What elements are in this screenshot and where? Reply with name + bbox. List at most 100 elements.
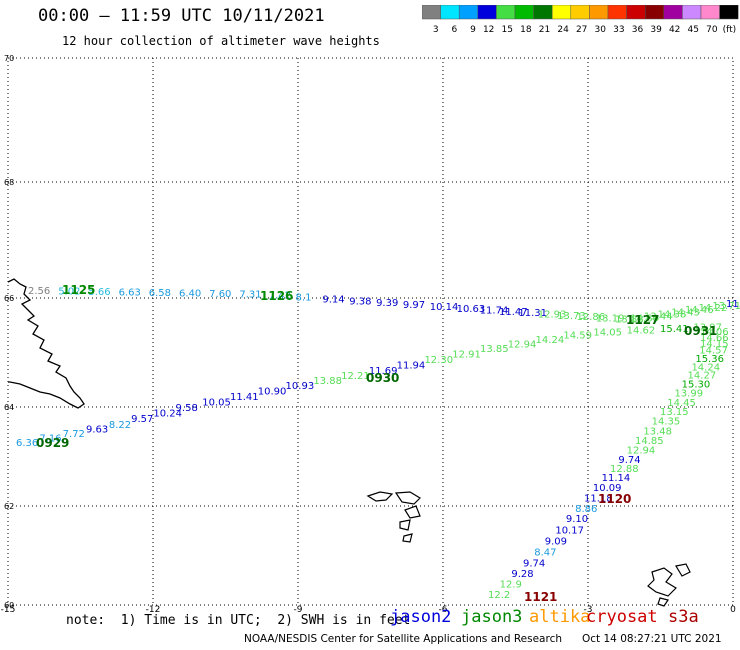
lat-tick-label: 66 [4, 294, 14, 303]
swh-value-label: 14.24 [691, 362, 720, 373]
swh-value-label: 13.19 [596, 313, 625, 324]
swh-value-label: 13.71 [712, 301, 740, 312]
swh-value-label: 7.72 [63, 429, 85, 440]
swh-value-label: 2.56 [28, 286, 50, 297]
swh-value-label: 14.05 [593, 327, 622, 338]
note-text: note: 1) Time is in UTC; 2) SWH is in fe… [66, 613, 411, 628]
pass-time-label: 0929 [36, 436, 69, 450]
swh-value-label: 9.57 [131, 414, 153, 425]
swh-value-label: 12.93 [538, 310, 567, 321]
swh-value-label: 12.21 [341, 371, 370, 382]
swh-value-label: 11.69 [369, 366, 398, 377]
swh-value-label: 6.40 [179, 289, 201, 300]
lon-tick-label: -15 [1, 605, 16, 615]
swh-value-label: 11.0 [726, 299, 740, 310]
legend-swatch [719, 5, 739, 20]
swh-value-label: 11.94 [397, 361, 426, 372]
legend-tick-label: 6 [451, 25, 457, 35]
land-outlines [7, 278, 691, 607]
swh-value-label: 14.80 [630, 313, 659, 324]
lon-tick-label: 0 [730, 605, 736, 615]
swh-value-label: 12.91 [452, 350, 481, 361]
swh-value-label: 12.94 [627, 446, 656, 457]
pass-time-label: 0931 [684, 324, 717, 338]
swh-value-label: 14.62 [627, 326, 656, 337]
swh-value-label: 14.57 [699, 346, 728, 357]
swh-value-label: 10.90 [258, 386, 287, 397]
swh-value-label: 13.48 [643, 426, 672, 437]
swh-value-label: 14.43 [671, 307, 700, 318]
swh-value-label: 5.66 [88, 287, 110, 298]
swh-value-label: 14.06 [700, 327, 729, 338]
swh-value-label: 14.15 [700, 339, 729, 350]
swh-value-label: 11.31 [518, 308, 547, 319]
satellite-label-jason3: jason3 [461, 607, 523, 627]
swh-value-label: 13.15 [660, 407, 689, 418]
footer-credit: NOAA/NESDIS Center for Satellite Applica… [244, 633, 562, 645]
axis-ticks: -15 -12 -9 -6 -3 0 60 62 64 66 68 70 [1, 54, 736, 615]
legend-tick-label: 21 [539, 25, 550, 35]
pass-time-label: 1121 [524, 590, 557, 604]
satellite-label-s3a: s3a [668, 607, 699, 627]
swh-value-label: 12.30 [424, 355, 453, 366]
swh-value-label: 14.46 [685, 305, 714, 316]
pass-time-label: 0930 [366, 371, 399, 385]
swh-value-label: 7.16 [39, 434, 61, 445]
legend-tick-label: 36 [632, 25, 644, 35]
swh-value-label: 11.41 [230, 392, 259, 403]
swh-value-label: 9.39 [376, 298, 398, 309]
satellite-label-altika: altika [529, 607, 591, 627]
faroe-islands [366, 491, 421, 543]
legend-tick-label: 15 [502, 25, 513, 35]
swh-value-label: 15.41 [660, 324, 689, 335]
swh-value-label: 9.28 [511, 569, 533, 580]
swh-value-label: 14.38 [658, 309, 687, 320]
swh-value-label: 13.85 [480, 344, 509, 355]
swh-value-label: 9.14 [322, 294, 344, 305]
legend-tick-label: 33 [613, 25, 624, 35]
lon-tick-label: -3 [584, 605, 593, 615]
lon-tick-label: -12 [146, 605, 161, 615]
swh-value-label: 12.86 [576, 312, 605, 323]
swh-value-label: 14.45 [667, 398, 696, 409]
swh-value-label: 14.27 [688, 371, 717, 382]
swh-value-label: 13.44 [644, 311, 673, 322]
swh-value-label: 10.17 [555, 525, 584, 536]
wave-height-color-legend: 3 6 9 12 15 18 21 24 27 30 33 36 39 42 45 70 (ft) [422, 5, 739, 35]
lat-tick-label: 62 [4, 502, 14, 511]
map-subtitle: 12 hour collection of altimeter wave hei… [62, 34, 380, 48]
satellite-label-cryosat: cryosat [586, 607, 658, 627]
swh-value-label: 6.36 [16, 438, 38, 449]
iceland-coast [7, 278, 85, 409]
footer-timestamp: Oct 14 08:27:21 UTC 2021 [582, 633, 722, 645]
swh-value-label: 7.60 [209, 289, 231, 300]
lon-tick-label: -9 [294, 605, 303, 615]
legend-tick-label: 24 [557, 25, 569, 35]
swh-value-label: 12.2 [488, 590, 510, 601]
swh-value-label: 12.88 [610, 464, 639, 475]
swh-value-label: 8.22 [109, 420, 131, 431]
swh-value-label: 9.63 [86, 425, 108, 436]
pass-time-label: 1120 [598, 492, 631, 506]
pass-time-label: 1125 [62, 283, 95, 297]
swh-value-label: 11.18 [584, 494, 613, 505]
legend-tick-label: 12 [483, 25, 494, 35]
legend-tick-label: 27 [576, 25, 587, 35]
lat-tick-label: 68 [4, 178, 14, 187]
map-frame [7, 57, 734, 606]
shetland-islands [647, 563, 691, 607]
swh-value-label: 12.94 [508, 340, 537, 351]
swh-value-label: 11.47 [499, 307, 528, 318]
swh-value-label: 11.74 [480, 306, 509, 317]
swh-value-label: 6.58 [149, 288, 171, 299]
legend-tick-label: 3 [433, 25, 439, 35]
swh-value-label: 5.02 [58, 287, 80, 298]
legend-tick-label: 45 [688, 25, 699, 35]
swh-value-label: 13.97 [693, 322, 722, 333]
swh-value-label: 10.24 [153, 409, 182, 420]
swh-value-label: 9.97 [403, 300, 425, 311]
legend-tick-label: 39 [650, 25, 662, 35]
legend-tick-label: 9 [470, 25, 476, 35]
legend-tick-label: 70 [706, 25, 718, 35]
map-title: 00:00 – 11:59 UTC 10/11/2021 [38, 6, 325, 26]
